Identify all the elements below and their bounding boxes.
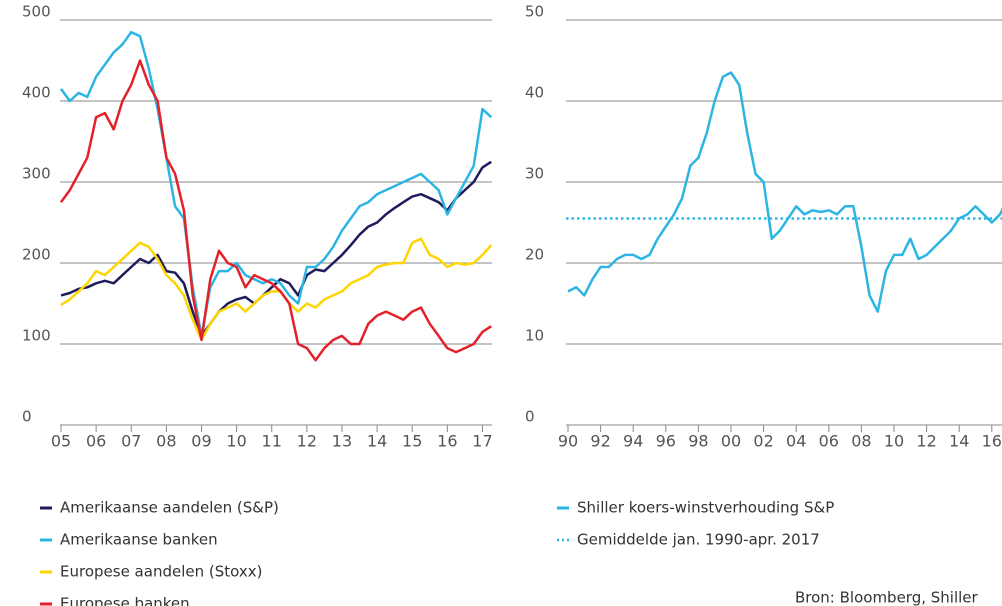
x-tick-label: 94 — [623, 432, 643, 451]
x-tick-label: 13 — [332, 432, 352, 451]
legend-label: Gemiddelde jan. 1990-apr. 2017 — [577, 531, 820, 549]
x-tick-label: 07 — [121, 432, 141, 451]
x-tick-label: 10 — [226, 432, 246, 451]
x-tick-label: 06 — [819, 432, 839, 451]
x-tick-label: 11 — [262, 432, 282, 451]
y-tick-label: 0 — [525, 408, 535, 426]
series-line — [59, 59, 492, 362]
series-line — [60, 160, 492, 338]
x-tick-label: 92 — [590, 432, 610, 451]
x-tick-label: 90 — [558, 432, 578, 451]
x-tick-label: 09 — [191, 432, 211, 451]
x-tick-label: 15 — [402, 432, 422, 451]
y-tick-label: 300 — [22, 165, 51, 183]
series-line — [60, 237, 493, 342]
y-tick-label: 100 — [22, 327, 51, 345]
legend-label: Europese banken — [60, 595, 190, 606]
x-tick-label: 08 — [851, 432, 871, 451]
x-tick-label: 14 — [367, 432, 387, 451]
x-tick-label: 05 — [51, 432, 71, 451]
y-tick-label: 10 — [525, 327, 544, 345]
y-tick-label: 500 — [22, 3, 51, 21]
y-tick-label: 0 — [22, 408, 32, 426]
legend-label: Amerikaanse aandelen (S&P) — [60, 499, 279, 517]
y-tick-label: 200 — [22, 246, 51, 264]
y-tick-label: 50 — [525, 3, 544, 21]
y-tick-label: 30 — [525, 165, 544, 183]
y-tick-label: 40 — [525, 84, 544, 102]
x-tick-label: 16 — [437, 432, 457, 451]
x-tick-label: 04 — [786, 432, 806, 451]
source: Bron: Bloomberg, Shiller — [795, 589, 979, 606]
y-tick-label: 400 — [22, 84, 51, 102]
x-tick-label: 96 — [656, 432, 676, 451]
x-tick-label: 12 — [916, 432, 936, 451]
y-tick-label: 20 — [525, 246, 544, 264]
x-tick-label: 14 — [949, 432, 969, 451]
x-tick-label: 16 — [982, 432, 1002, 451]
x-tick-label: 17 — [472, 432, 492, 451]
x-tick-label: 12 — [297, 432, 317, 451]
series-line — [59, 30, 493, 338]
x-tick-label: 98 — [688, 432, 708, 451]
legend-label: Europese aandelen (Stoxx) — [60, 563, 262, 581]
x-tick-label: 08 — [156, 432, 176, 451]
legend-label: Shiller koers-winstverhouding S&P — [577, 499, 834, 517]
legend-label: Amerikaanse banken — [60, 531, 218, 549]
x-tick-label: 10 — [884, 432, 904, 451]
x-tick-label: 00 — [721, 432, 741, 451]
x-tick-label: 06 — [86, 432, 106, 451]
x-tick-label: 02 — [753, 432, 773, 451]
series-line — [567, 71, 1002, 313]
